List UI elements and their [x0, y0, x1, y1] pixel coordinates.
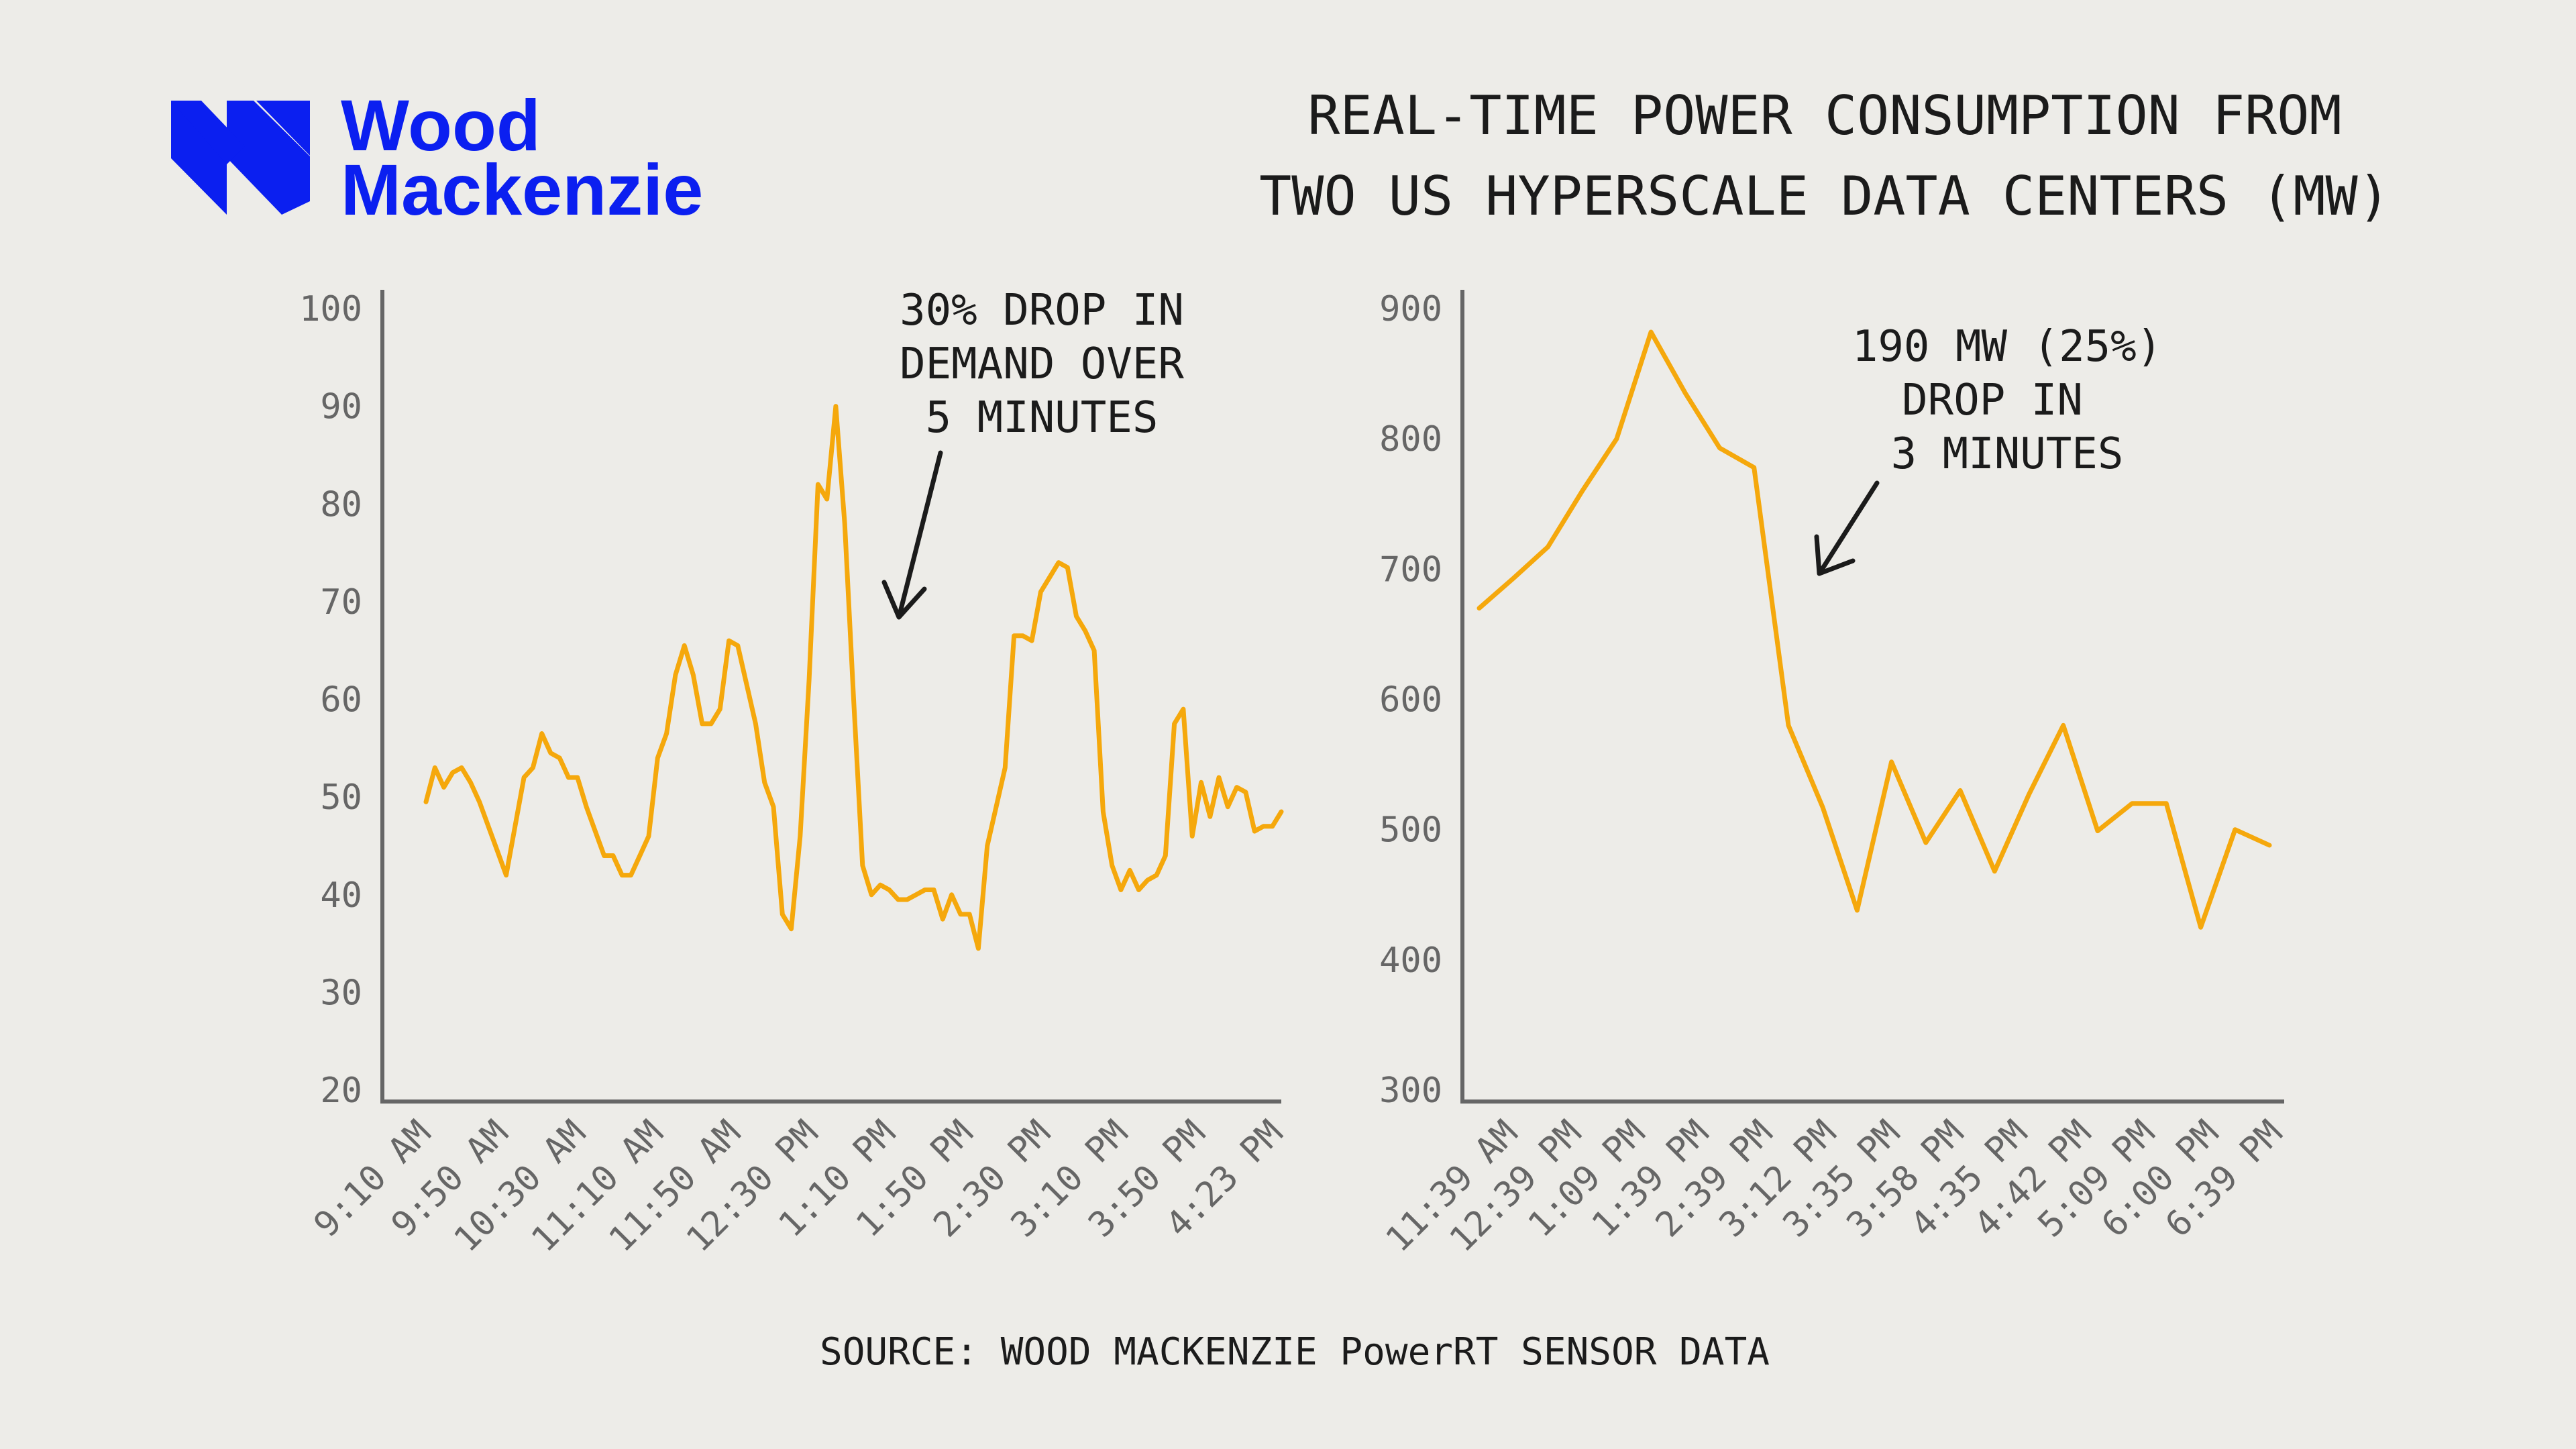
chart1-annotation: 30% DROP IN DEMAND OVER 5 MINUTES: [881, 286, 1184, 620]
c1-ytick-label: 20: [320, 1071, 362, 1111]
chart2-annotation-line-1: 190 MW (25%): [1852, 322, 2162, 372]
c2-ytick-label: 400: [1379, 941, 1442, 981]
c2-ytick-label: 300: [1379, 1071, 1442, 1111]
c1-ytick-label: 70: [320, 582, 362, 623]
chart-datacenter-1: 20 30 40 50 60 70 80 90 100 9:10 AM9:50 AM10:30 …: [299, 286, 1291, 1260]
source-note: SOURCE: WOOD MACKENZIE PowerRT SENSOR DA…: [820, 1330, 1770, 1374]
chart1-series-line: [423, 404, 1284, 951]
chart1-annotation-line-3: 5 MINUTES: [926, 393, 1159, 443]
c1-ytick-label: 80: [320, 484, 362, 525]
chart-title-line-2: TWO US HYPERSCALE DATA CENTERS (MW): [1259, 165, 2390, 227]
logo-mark-icon: [171, 101, 310, 215]
c1-ytick-label: 100: [299, 289, 362, 329]
logo-line-2: Mackenzie: [341, 149, 703, 230]
c2-ytick-label: 600: [1379, 680, 1442, 720]
c1-ytick-label: 50: [320, 777, 362, 818]
c2-ytick-label: 900: [1379, 289, 1442, 329]
chart-title-line-1: REAL-TIME POWER CONSUMPTION FROM: [1307, 85, 2341, 147]
chart1-annotation-arrow-icon: [881, 450, 943, 620]
chart2-annotation: 190 MW (25%) DROP IN 3 MINUTES: [1814, 322, 2162, 576]
c2-ytick-label: 500: [1379, 810, 1442, 851]
logo-mark-notch-icon: [171, 101, 310, 164]
chart2-series-line: [1477, 329, 2272, 930]
chart2-axes: [1460, 290, 2284, 1104]
c1-ytick-label: 30: [320, 973, 362, 1013]
c1-ytick-label: 40: [320, 875, 362, 916]
chart2-annotation-line-3: 3 MINUTES: [1891, 429, 2124, 479]
chart1-y-ticks: 20 30 40 50 60 70 80 90 100: [299, 289, 362, 1111]
chart2-y-ticks: 300 400 500 600 700 800 900: [1379, 289, 1442, 1111]
c1-ytick-label: 60: [320, 680, 362, 720]
chart1-annotation-line-2: DEMAND OVER: [900, 339, 1184, 389]
c1-ytick-label: 90: [320, 387, 362, 427]
logo-line-1: Wood: [341, 85, 541, 166]
c2-ytick-label: 800: [1379, 419, 1442, 460]
chart1-annotation-line-1: 30% DROP IN: [900, 286, 1184, 335]
chart2-annotation-arrow-icon: [1814, 480, 1880, 576]
wood-mackenzie-logo: Wood Mackenzie: [171, 85, 703, 230]
c2-ytick-label: 700: [1379, 549, 1442, 590]
chart2-annotation-line-2: DROP IN: [1902, 376, 2083, 425]
chart1-axes: [380, 290, 1281, 1104]
